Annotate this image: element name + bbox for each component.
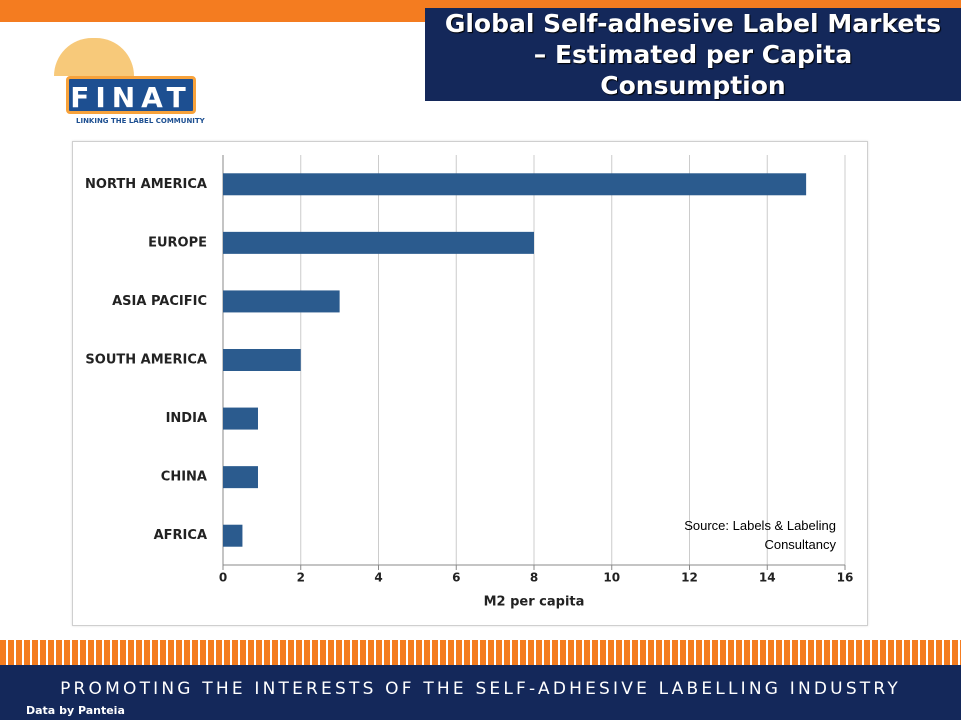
bar bbox=[223, 173, 807, 196]
chart-area bbox=[72, 141, 868, 626]
x-tick-label: 6 bbox=[452, 571, 460, 585]
y-tick-label: AFRICA bbox=[154, 528, 207, 543]
logo-word: FINAT bbox=[66, 76, 196, 114]
x-tick-label: 10 bbox=[603, 571, 620, 585]
y-tick-label: SOUTH AMERICA bbox=[85, 353, 207, 368]
credit: Data by Panteia bbox=[26, 704, 125, 717]
bar bbox=[223, 349, 301, 371]
x-tick-label: 12 bbox=[681, 571, 698, 585]
footer-stripe bbox=[0, 640, 961, 665]
x-tick-label: 4 bbox=[374, 571, 382, 585]
y-tick-label: ASIA PACIFIC bbox=[112, 294, 207, 309]
bar bbox=[223, 231, 534, 254]
y-tick-label: CHINA bbox=[161, 470, 207, 485]
chart-title: Global Self-adhesive Label Markets – Est… bbox=[425, 8, 961, 101]
y-tick-label: INDIA bbox=[166, 411, 207, 426]
bar bbox=[223, 407, 258, 430]
bar bbox=[223, 466, 258, 489]
logo: FINAT LINKING THE LABEL COMMUNITY bbox=[44, 38, 205, 128]
y-tick-label: EUROPE bbox=[148, 235, 207, 250]
x-tick-label: 16 bbox=[837, 571, 854, 585]
y-tick-label: NORTH AMERICA bbox=[85, 177, 207, 192]
footer-text: PROMOTING THE INTERESTS OF THE SELF-ADHE… bbox=[60, 679, 901, 699]
x-tick-label: 0 bbox=[219, 571, 227, 585]
x-axis-label: M2 per capita bbox=[484, 595, 585, 610]
bar bbox=[223, 524, 243, 547]
x-tick-label: 14 bbox=[759, 571, 776, 585]
annotation: Source: Labels & Labeling Consultancy bbox=[684, 518, 836, 552]
footer-band bbox=[0, 665, 961, 720]
bar bbox=[223, 290, 340, 313]
x-tick-label: 8 bbox=[530, 571, 538, 585]
logo-tagline: LINKING THE LABEL COMMUNITY bbox=[76, 117, 205, 125]
x-tick-label: 2 bbox=[297, 571, 305, 585]
